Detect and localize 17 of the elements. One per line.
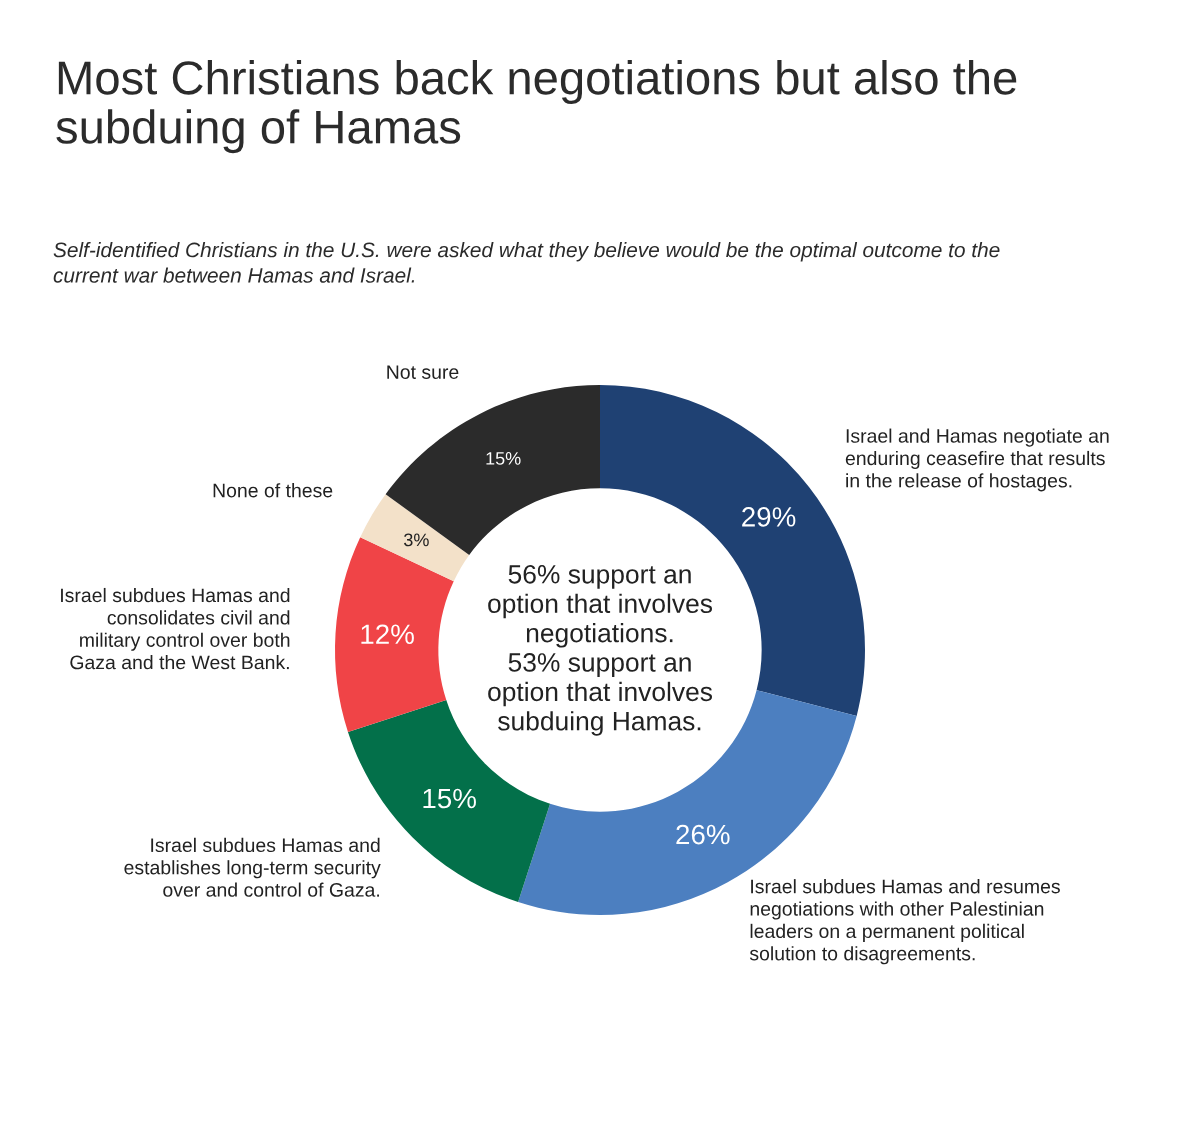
donut-slice — [385, 385, 600, 555]
chart-subtitle: Self-identified Christians in the U.S. were asked what they believe would be the optimal outcome to the current war between Hamas and Israel. — [53, 242, 1000, 283]
text: 56% support an option that involves negotiations. 53% support an option that involves subduing Hamas. — [488, 564, 713, 736]
data-label: 29% — [742, 507, 796, 527]
slice-label: Israel subdues Hamas and establishes long-term security over and control of Gaza. — [124, 837, 381, 897]
data-label: 3% — [404, 533, 429, 547]
data-label: 15% — [423, 788, 476, 809]
slice-label: Israel subdues Hamas and consolidates civil and military control over both Gaza and the West Bank. — [61, 587, 290, 670]
slice-label: Israel and Hamas negotiate an enduring ceasefire that results in the release of hostages. — [845, 428, 1109, 492]
data-label: 15% — [486, 452, 521, 465]
data-label: 26% — [676, 824, 730, 845]
data-label: 12% — [361, 624, 414, 644]
slice-label: Israel subdues Hamas and resumes negotiations with other Palestinian leaders on a permanent political solution to disagreements. — [749, 879, 1060, 965]
slice-label: None of these — [213, 483, 333, 498]
slice-label: Not sure — [387, 365, 459, 379]
chart-title: Most Christians back negotiations but also the subduing of Hamas — [56, 60, 1017, 154]
donut-slice — [360, 494, 470, 582]
